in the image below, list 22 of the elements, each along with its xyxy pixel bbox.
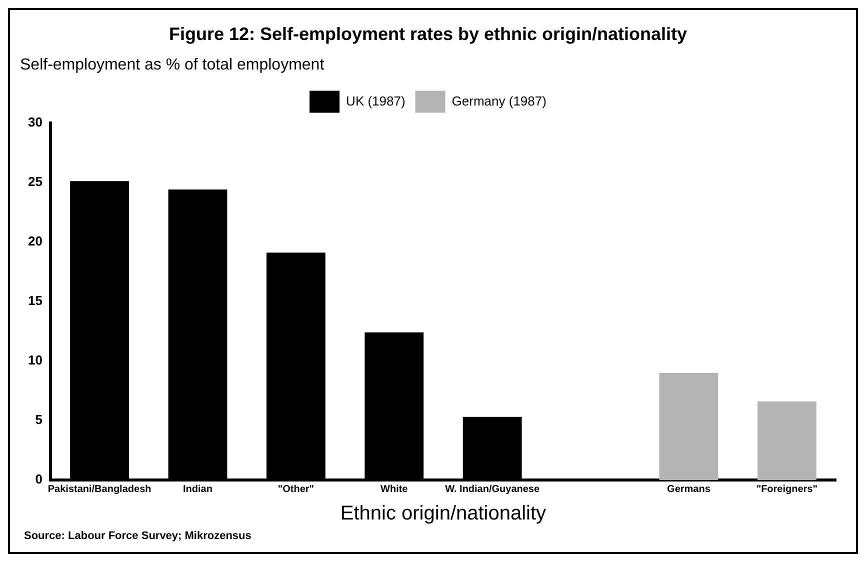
x-tick-label: Indian xyxy=(183,484,212,495)
x-tick-label: White xyxy=(380,484,408,495)
x-tick-label: "Foreigners" xyxy=(756,484,818,495)
y-axis-title: Self-employment as % of total employment xyxy=(20,56,325,74)
bar xyxy=(757,401,816,480)
x-tick-label: "Other" xyxy=(278,484,314,495)
y-tick-label: 25 xyxy=(28,174,42,189)
y-tick-label: 0 xyxy=(35,472,42,487)
legend-label: Germany (1987) xyxy=(452,93,546,108)
source-note: Source: Labour Force Survey; Mikrozensus xyxy=(23,530,252,544)
y-tick-label: 20 xyxy=(28,233,42,248)
y-tick-label: 10 xyxy=(28,352,42,368)
x-tick-label: W. Indian/Guyanese xyxy=(445,484,540,495)
chart-title: Figure 12: Self-employment rates by ethnic origin/nationality xyxy=(168,24,688,44)
y-tick-label: 30 xyxy=(28,114,42,130)
legend-label: UK (1987) xyxy=(346,93,406,108)
x-axis-title: Ethnic origin/nationality xyxy=(340,502,546,525)
bar xyxy=(659,372,718,480)
y-tick-label: 15 xyxy=(28,292,42,308)
x-tick-label: Germans xyxy=(667,484,711,495)
y-tick-label: 5 xyxy=(35,412,42,428)
x-tick-label: Pakistani/Bangladesh xyxy=(48,484,152,495)
